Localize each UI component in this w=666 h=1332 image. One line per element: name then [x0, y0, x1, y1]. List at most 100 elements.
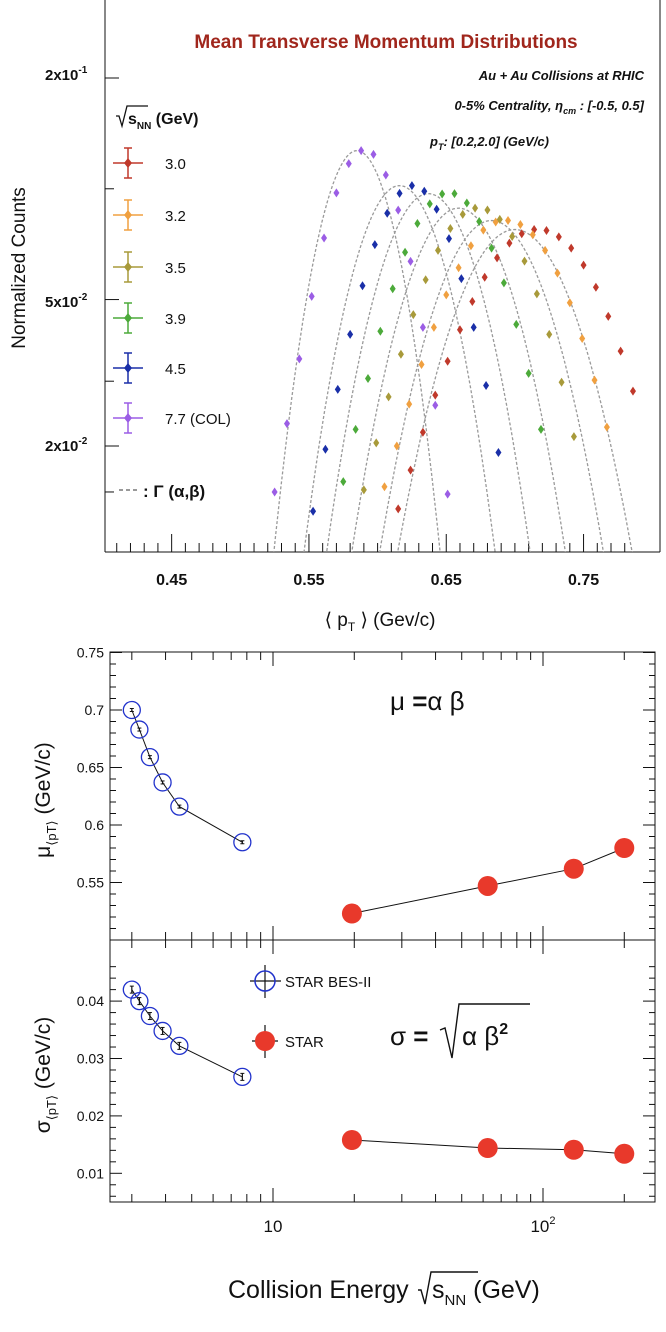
data-point [537, 424, 544, 434]
data-point [393, 441, 400, 451]
data-point [419, 427, 426, 437]
star-point [563, 1139, 584, 1160]
series-line [131, 709, 243, 843]
data-point [484, 205, 491, 215]
data-point [495, 448, 502, 458]
info-line-collisions: Au + Au Collisions at RHIC [478, 68, 645, 83]
data-points [271, 146, 636, 516]
mu-formula: μ =α β [390, 686, 465, 716]
data-point [395, 205, 402, 215]
y-tick-label: 0.01 [77, 1165, 104, 1181]
data-point [322, 444, 329, 454]
info-line-centrality: 0-5% Centrality, ηcm : [-0.5, 0.5] [454, 98, 644, 116]
star-point [477, 875, 498, 896]
data-point [455, 263, 462, 273]
top-tick-marks [105, 77, 626, 552]
besii-point [153, 1021, 172, 1041]
data-point [444, 489, 451, 499]
star-point [477, 1138, 498, 1159]
data-point [483, 381, 490, 391]
data-point [421, 186, 428, 196]
data-point [568, 243, 575, 253]
y-tick-label: 0.75 [77, 645, 104, 661]
data-point [433, 204, 440, 214]
top-x-tick-labels: 0.45 0.55 0.65 0.75 [156, 572, 599, 589]
mu-axes-frame [109, 651, 656, 941]
data-point [525, 368, 532, 378]
data-point [377, 326, 384, 336]
legend-entry: 3.0 [113, 147, 186, 179]
data-point [396, 188, 403, 198]
data-point [296, 354, 303, 364]
info-line-pt-range: pT: [0.2,2.0] (GeV/c) [429, 134, 549, 152]
data-point [333, 188, 340, 198]
data-point [432, 400, 439, 410]
data-point [385, 392, 392, 402]
svg-text:σ =: σ = [390, 1021, 428, 1051]
besii-point [122, 700, 141, 720]
data-point [321, 233, 328, 243]
sigma-connecting-lines [131, 989, 625, 1155]
data-point [555, 232, 562, 242]
data-point [430, 322, 437, 332]
y-tick-label: 0.55 [77, 875, 104, 891]
data-point [310, 506, 317, 516]
data-point [407, 256, 414, 266]
x-tick-label: 0.75 [568, 572, 599, 589]
besii-point [170, 1036, 189, 1056]
data-point [543, 226, 550, 236]
besii-point [170, 797, 189, 816]
legend-star-besii: STAR BES-II [250, 965, 371, 998]
data-point [381, 482, 388, 492]
data-point [422, 275, 429, 285]
data-point [458, 274, 465, 284]
data-point [395, 504, 402, 514]
data-point [603, 422, 610, 432]
top-legend: sNN (GeV) 3.0 3.2 3.5 3.9 4.5 7.7 (COL) : Γ (… [113, 105, 231, 501]
data-point [364, 374, 371, 384]
data-point [419, 322, 426, 332]
data-point [459, 209, 466, 219]
y-tick-label: 0.65 [77, 760, 104, 776]
besii-point [130, 720, 149, 739]
data-point [533, 289, 540, 299]
svg-text:sNN (GeV): sNN (GeV) [128, 111, 198, 132]
besii-point [140, 1006, 160, 1026]
data-point [418, 360, 425, 370]
sigma-y-axis-label: σ⟨pT⟩ (GeV/c) [32, 1017, 59, 1133]
mu-y-axis-label: μ⟨pT⟩ (GeV/c) [32, 742, 59, 858]
data-point [605, 311, 612, 321]
top-axes-frame [104, 0, 661, 553]
fit-curve [273, 149, 441, 552]
data-point [426, 199, 433, 209]
data-point [494, 253, 501, 263]
legend-label: 3.5 [165, 260, 186, 277]
besii-point [130, 991, 149, 1011]
bottom-x-axis-label: Collision Energy sNN (GeV) [228, 1271, 540, 1309]
data-point [467, 241, 474, 251]
data-point [444, 356, 451, 366]
data-point [496, 214, 503, 224]
sigma-legend: STAR BES-II STAR [250, 965, 371, 1058]
data-point [592, 282, 599, 292]
data-point [447, 223, 454, 233]
sigma-axes-frame [109, 939, 656, 1203]
data-point [443, 290, 450, 300]
data-point [591, 375, 598, 385]
data-point [500, 278, 507, 288]
star-point [614, 1143, 635, 1164]
data-point [505, 215, 512, 225]
legend-label-star: STAR [285, 1034, 324, 1051]
svg-text:: Γ (α,β): : Γ (α,β) [143, 482, 205, 501]
legend-entry: 3.9 [113, 302, 186, 334]
data-point [439, 189, 446, 199]
x-tick-label: 0.65 [431, 572, 462, 589]
data-point [579, 333, 586, 343]
fit-curve [303, 184, 496, 552]
fit-curve [351, 207, 567, 552]
y-tick-label: 0.02 [77, 1108, 104, 1124]
top-y-axis-label: Normalized Counts [9, 187, 30, 349]
data-point [410, 310, 417, 320]
legend-label: 4.5 [165, 361, 186, 378]
